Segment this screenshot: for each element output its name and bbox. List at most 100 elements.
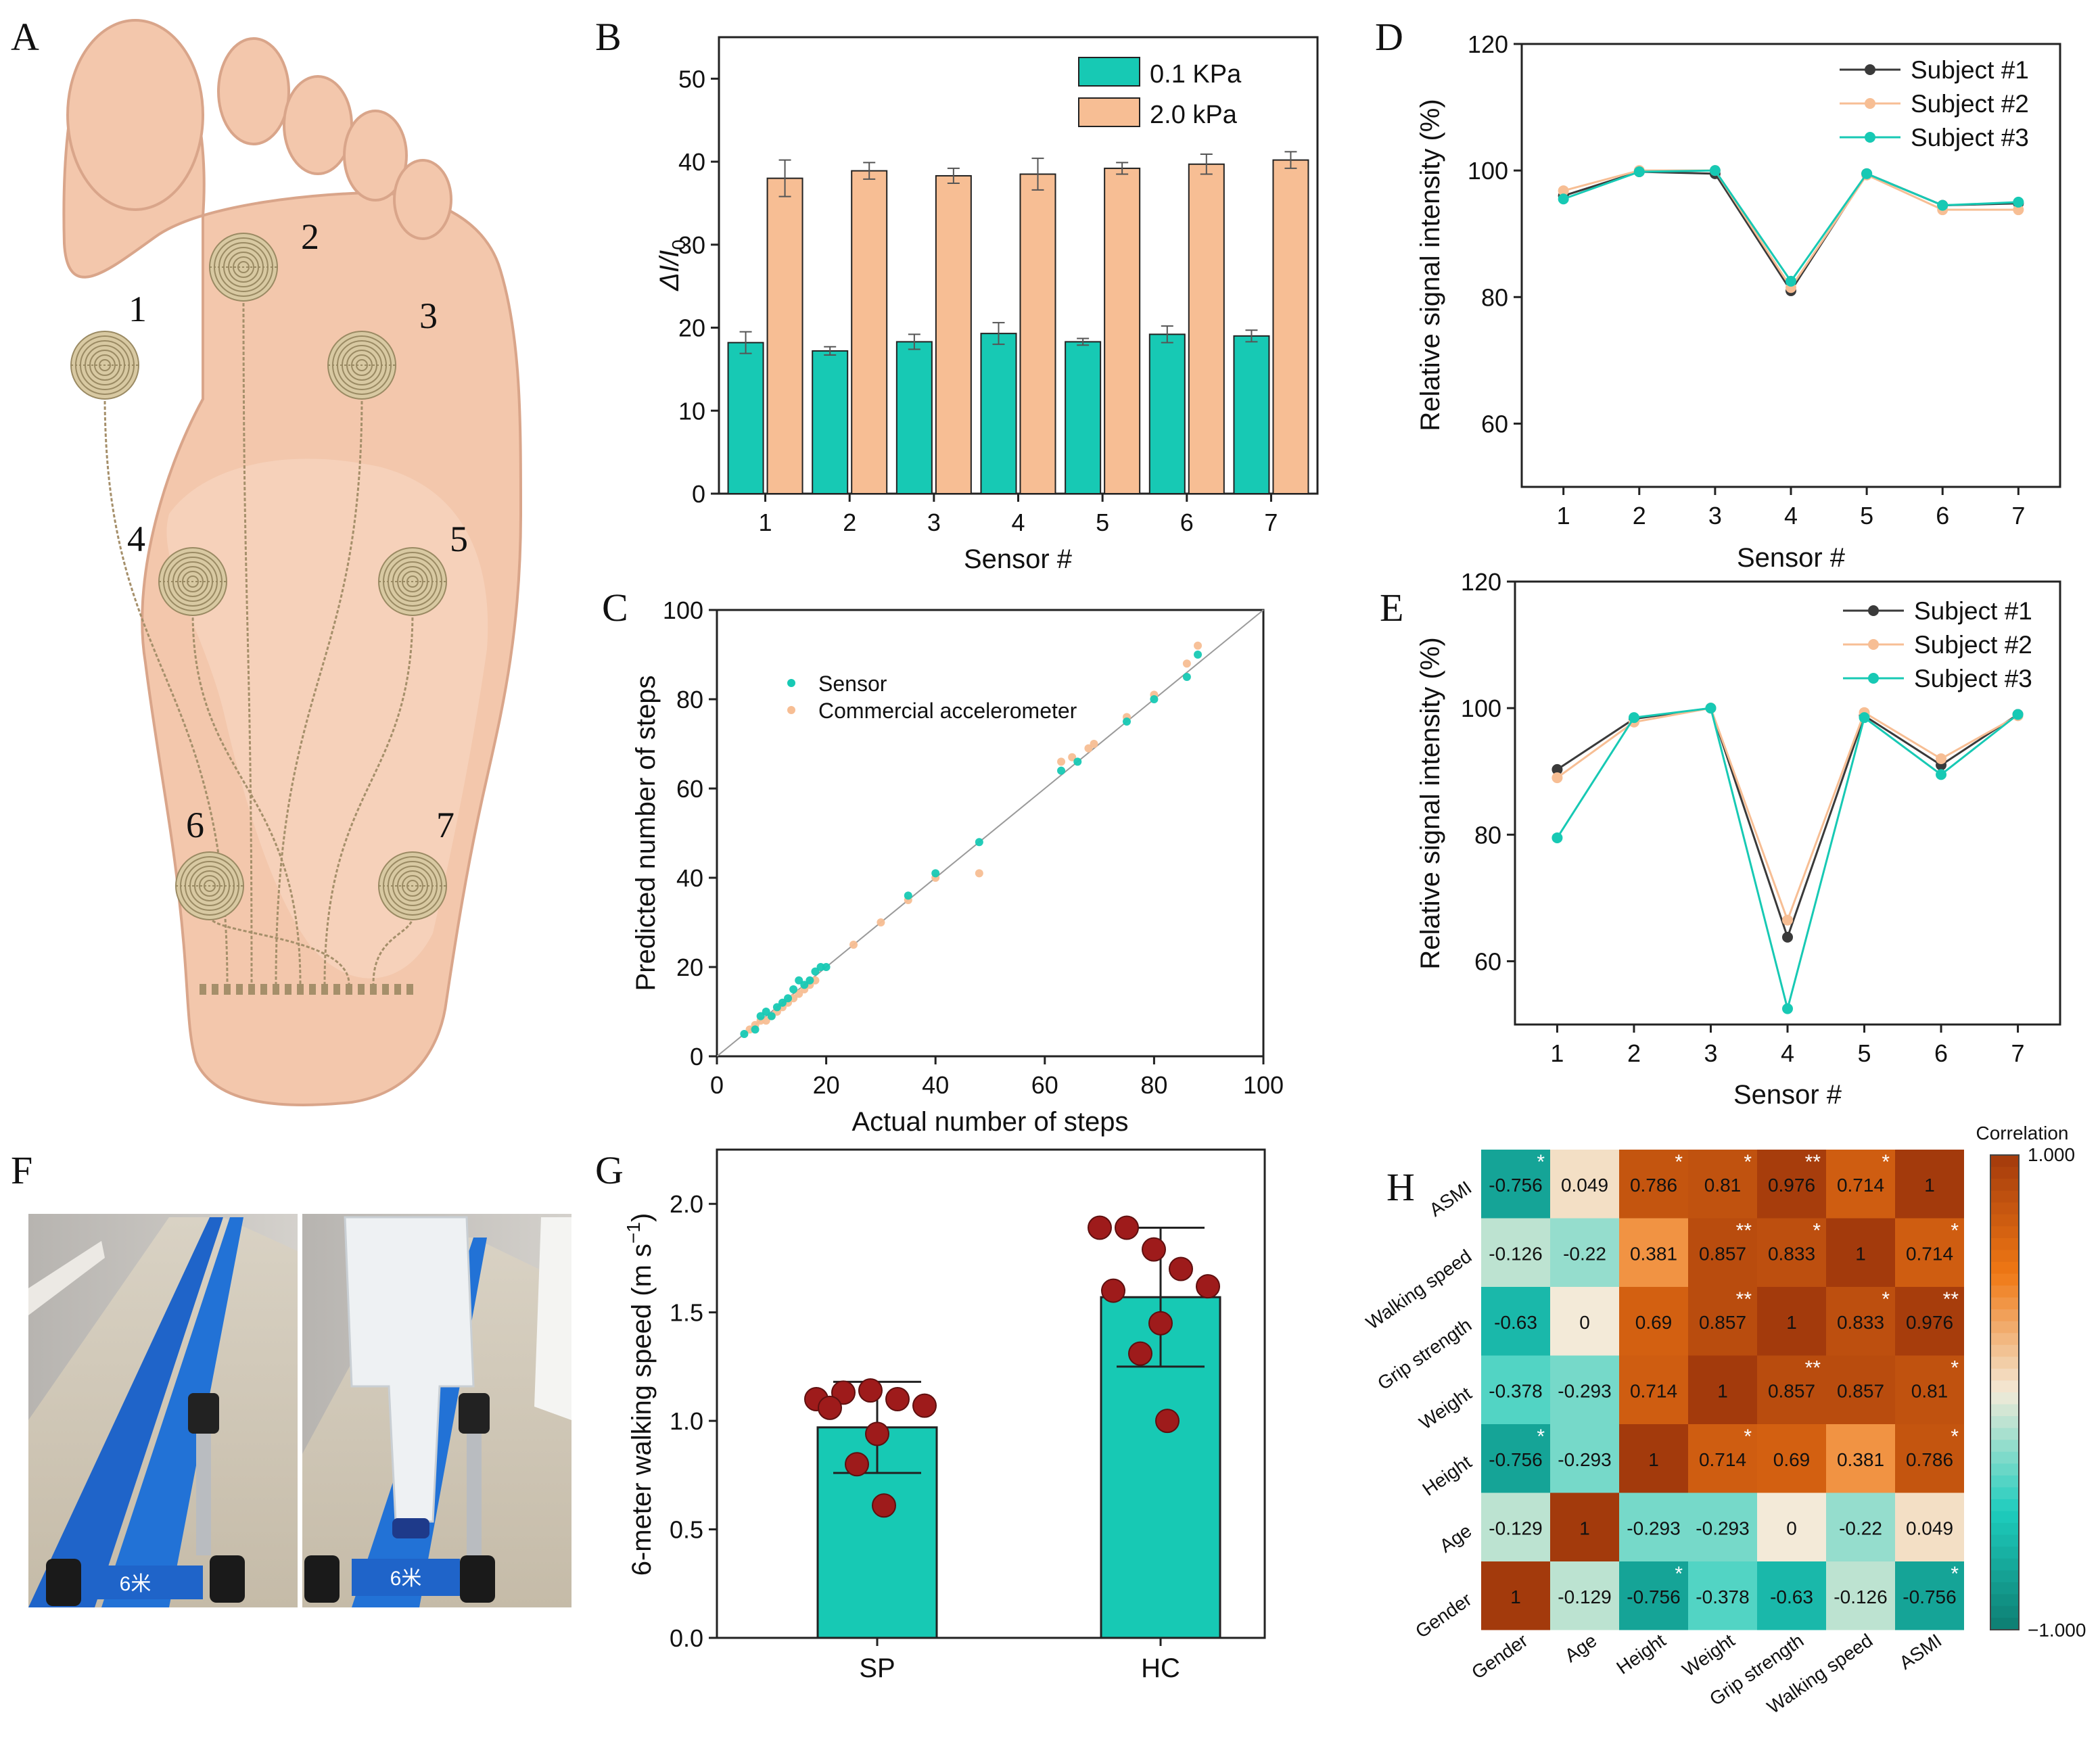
- heatmap-cell-value: 1: [1786, 1312, 1797, 1333]
- panel-b-legend-swatch-2: [1078, 97, 1140, 127]
- colorbar-step: [1990, 1499, 2019, 1511]
- colorbar-step: [1990, 1286, 2019, 1298]
- panel-label-a: A: [11, 15, 39, 59]
- colorbar-step: [1990, 1618, 2019, 1630]
- panel-e-x-axis: 1 2 3 4 5 6 7: [1550, 1025, 2025, 1067]
- panel-label-e: E: [1380, 586, 1403, 630]
- colorbar-step: [1990, 1202, 2019, 1215]
- panel-g-data-point: [845, 1452, 869, 1477]
- panel-g-data-point: [1196, 1274, 1220, 1299]
- panel-c-sensor-point: [975, 838, 983, 847]
- panel-b-legend-label-1: 0.1 KPa: [1150, 60, 1242, 89]
- panel-c-x-tick-label: 0: [710, 1071, 724, 1099]
- panel-c-x-tick-label: 80: [1140, 1071, 1167, 1099]
- panel-c-points: [740, 641, 1203, 1038]
- x-tick-label: 5: [1860, 502, 1873, 529]
- heatmap-cell-value: -0.756: [1627, 1586, 1680, 1607]
- panel-c-frame: [716, 609, 1265, 1058]
- panel-c-sensor-point: [800, 981, 809, 989]
- heatmap-significance: *: [1675, 1563, 1683, 1585]
- y-tick-label: 120: [1468, 30, 1508, 58]
- y-tick-label: 60: [1474, 947, 1501, 975]
- heatmap-cell-value: 0.81: [1704, 1175, 1742, 1196]
- panel-b-legend-swatch-1: [1078, 57, 1140, 87]
- colorbar-step: [1990, 1451, 2019, 1464]
- panel-b-y-tick-label: 10: [678, 397, 705, 425]
- panel-e-y-axis: 60 80 100 120: [1461, 568, 1515, 975]
- colorbar-step: [1990, 1534, 2019, 1547]
- panel-g-data-point: [865, 1421, 889, 1446]
- panel-g-y-label-end: ): [627, 1213, 657, 1222]
- legend-label-3: Subject #3: [1914, 665, 2032, 692]
- heatmap-cell-value: 0.786: [1906, 1449, 1953, 1470]
- heatmap-cell-value: -0.756: [1489, 1449, 1542, 1470]
- photo-right-doctor-coat: [534, 1217, 571, 1420]
- heatmap-significance: *: [1951, 1357, 1959, 1380]
- connector-pin: [236, 984, 243, 995]
- colorbar-step: [1990, 1357, 2019, 1369]
- panel-c-accelerometer-point: [1068, 753, 1077, 761]
- sensor-pad-4-ring: [182, 571, 204, 592]
- connector-pin: [406, 984, 413, 995]
- colorbar-step: [1990, 1558, 2019, 1571]
- heatmap-cell-value: 0: [1786, 1517, 1797, 1538]
- series-point-3: [2012, 709, 2024, 720]
- panel-b-y-tick-label: 40: [678, 148, 705, 176]
- panel-c-x-label: Actual number of steps: [851, 1107, 1128, 1137]
- panel-g-data-point: [831, 1380, 856, 1405]
- panel-b-bar: [851, 170, 888, 494]
- y-tick-label: 60: [1481, 410, 1508, 438]
- series-point-2: [1782, 914, 1793, 926]
- heatmap-cell: [1688, 1492, 1757, 1561]
- heatmap-cell: [1619, 1287, 1688, 1356]
- heatmap-significance: *: [1744, 1426, 1752, 1448]
- panel-c-accelerometer-point: [849, 941, 858, 949]
- heatmap-significance: *: [1951, 1563, 1959, 1585]
- panel-b-bar: [1065, 341, 1102, 494]
- panel-b-bar: [1104, 167, 1141, 494]
- legend-label-3: Subject #3: [1911, 124, 2029, 151]
- heatmap-cell: [1757, 1561, 1826, 1630]
- panel-b-y-label-sub: 0: [668, 239, 689, 250]
- photo-left-wheel-2: [210, 1555, 245, 1603]
- heatmap-cell: [1619, 1150, 1688, 1219]
- second-toe: [217, 37, 290, 145]
- panel-g-y-tick-label: 0.0: [670, 1624, 703, 1652]
- photo-left-floor-marker: [68, 1566, 203, 1599]
- series-point-3: [1782, 1003, 1793, 1014]
- panel-b-bar: [1019, 173, 1056, 494]
- x-tick-label: 3: [1704, 1039, 1717, 1067]
- heatmap-cell-value: 0.976: [1768, 1175, 1815, 1196]
- panel-g-y-tick-label: 1.0: [670, 1407, 703, 1435]
- x-tick-label: 7: [2011, 502, 2025, 529]
- series-point-3: [1709, 165, 1721, 176]
- colorbar-step: [1990, 1261, 2019, 1274]
- series-line-1: [1563, 170, 2019, 293]
- panel-c-sensor-point: [1123, 717, 1131, 726]
- colorbar-step: [1990, 1214, 2019, 1227]
- connector-pin: [224, 984, 231, 995]
- panel-c-accelerometer-point: [762, 1016, 770, 1025]
- heatmap-cell: [1688, 1561, 1757, 1630]
- photo-left-floor-stripe-2: [101, 1217, 243, 1607]
- panel-g-x-tick-label: SP: [859, 1653, 895, 1683]
- heatmap-cell-value: 0.833: [1837, 1312, 1884, 1333]
- heatmap-cell: [1550, 1424, 1619, 1493]
- panel-b-bars: [727, 151, 1309, 495]
- photo-right-slippers: [392, 1518, 429, 1538]
- panel-b-y-label: ΔI/I0: [655, 239, 689, 291]
- heatmap-row-label: Age: [1436, 1520, 1476, 1557]
- x-tick-label: 1: [1550, 1039, 1564, 1067]
- panel-c-y-tick-label: 60: [676, 775, 703, 803]
- heatmap-cell-value: 0.714: [1699, 1449, 1746, 1470]
- colorbar-step: [1990, 1309, 2019, 1322]
- panel-b-bar: [980, 333, 1017, 494]
- heatmap-cell-value: 0.714: [1837, 1175, 1884, 1196]
- heatmap-row-label: Height: [1418, 1451, 1475, 1500]
- heatmap-cell: [1757, 1150, 1826, 1219]
- panel-b-bar: [1272, 159, 1309, 495]
- heatmap-row-label: Gender: [1411, 1588, 1475, 1642]
- panel-c-accelerometer-point: [975, 869, 983, 878]
- legend-label-2: Subject #2: [1911, 90, 2029, 118]
- panel-e-x-label: Sensor #: [1733, 1080, 1842, 1110]
